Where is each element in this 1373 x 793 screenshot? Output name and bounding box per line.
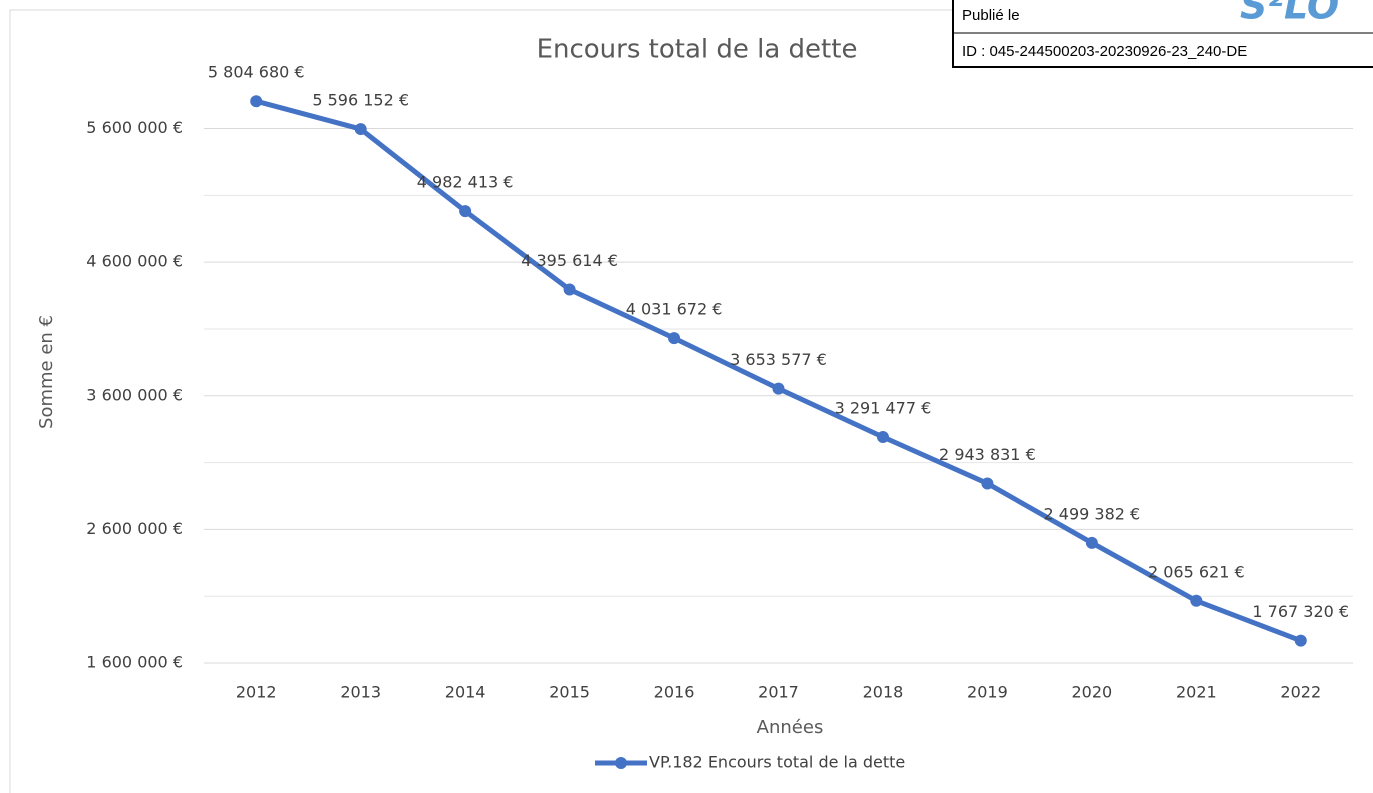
chart-title: Encours total de la dette bbox=[537, 35, 858, 65]
chart-frame bbox=[9, 9, 1373, 793]
marker bbox=[876, 430, 889, 443]
x-tick-label: 2020 bbox=[1072, 683, 1113, 702]
x-tick-label: 2022 bbox=[1280, 683, 1321, 702]
marker bbox=[250, 95, 263, 108]
marker bbox=[1294, 634, 1307, 647]
plot: 1 600 000 € 2 600 000 € 3 600 000 € 4 600 0… bbox=[86, 63, 1353, 772]
x-tick-label: 2017 bbox=[758, 683, 799, 702]
x-tick-label: 2018 bbox=[863, 683, 904, 702]
x-tick-label: 2016 bbox=[654, 683, 695, 702]
data-label: 1 767 320 € bbox=[1252, 602, 1349, 621]
data-label: 2 943 831 € bbox=[939, 445, 1036, 464]
marker bbox=[772, 382, 785, 395]
y-tick-label: 1 600 000 € bbox=[86, 653, 183, 672]
data-label: 3 291 477 € bbox=[835, 398, 932, 417]
x-axis-label: Années bbox=[757, 717, 824, 738]
stamp-line: ID : 045-244500203-20230926-23_240-DE bbox=[962, 43, 1247, 60]
stamp: Publié le ID : 045-244500203-20230926-23… bbox=[952, 0, 1373, 68]
legend-label: VP.182 Encours total de la dette bbox=[649, 753, 905, 772]
y-axis-label: Somme en € bbox=[36, 315, 57, 429]
y-tick-label: 2 600 000 € bbox=[86, 519, 183, 538]
marker bbox=[1085, 536, 1098, 549]
data-label: 4 982 413 € bbox=[417, 173, 514, 192]
legend-marker bbox=[615, 757, 627, 769]
y-tick-label: 4 600 000 € bbox=[86, 252, 183, 271]
marker bbox=[1190, 594, 1203, 607]
data-label: 3 653 577 € bbox=[730, 350, 827, 369]
y-tick-label: 5 600 000 € bbox=[86, 118, 183, 137]
stamp-logo: S²LO bbox=[1240, 0, 1339, 28]
data-label: 2 499 382 € bbox=[1044, 504, 1141, 523]
marker bbox=[668, 332, 681, 345]
marker bbox=[563, 283, 576, 296]
data-label: 2 065 621 € bbox=[1148, 562, 1245, 581]
stamp-line: Publié le bbox=[962, 7, 1020, 24]
x-tick-label: 2019 bbox=[967, 683, 1008, 702]
data-label: 4 395 614 € bbox=[521, 251, 618, 270]
marker bbox=[981, 477, 994, 490]
data-label: 5 596 152 € bbox=[312, 91, 409, 110]
x-tick-label: 2015 bbox=[549, 683, 590, 702]
marker bbox=[354, 123, 367, 136]
x-tick-label: 2014 bbox=[445, 683, 486, 702]
x-tick-label: 2013 bbox=[340, 683, 381, 702]
data-label: 4 031 672 € bbox=[626, 300, 723, 319]
y-tick-label: 3 600 000 € bbox=[86, 385, 183, 404]
x-tick-label: 2021 bbox=[1176, 683, 1217, 702]
marker bbox=[459, 205, 472, 218]
x-tick-label: 2012 bbox=[236, 683, 277, 702]
data-label: 5 804 680 € bbox=[208, 63, 305, 82]
